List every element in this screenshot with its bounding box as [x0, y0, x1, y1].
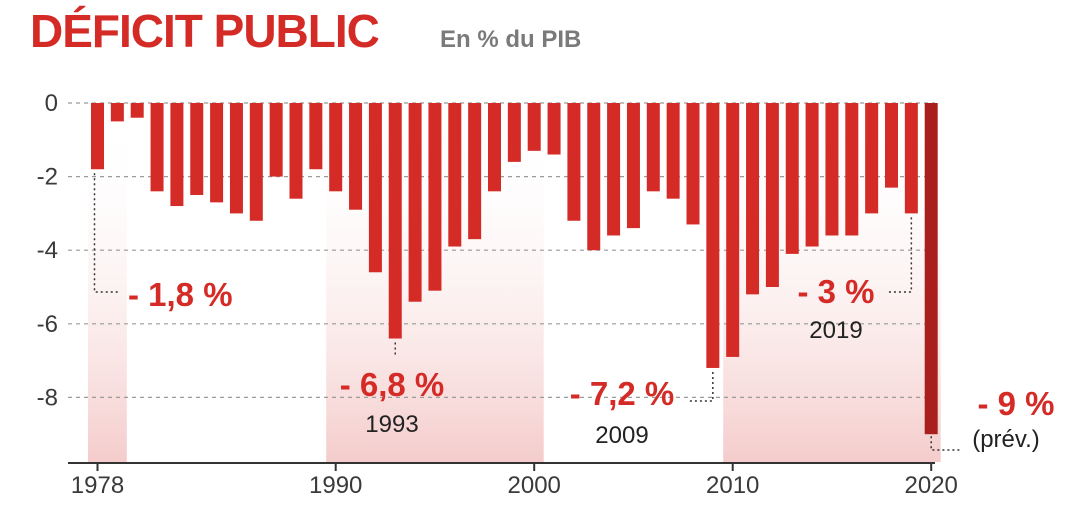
annotation-leader — [93, 173, 120, 293]
bar-2005 — [626, 103, 640, 229]
bar-2006 — [646, 103, 660, 192]
bar-2013 — [785, 103, 799, 254]
bar-2020 — [924, 103, 938, 435]
y-tick-label: -4 — [37, 237, 58, 264]
bar-1998 — [488, 103, 501, 192]
bar-2012 — [765, 103, 779, 287]
bar-1995 — [428, 103, 442, 291]
bar-1991 — [349, 103, 363, 210]
bar-2011 — [746, 103, 760, 295]
bar-2014 — [805, 103, 819, 247]
chart-title: DÉFICIT PUBLIC — [30, 5, 380, 57]
x-tick-label: 2010 — [706, 472, 759, 499]
bar-1983 — [190, 103, 204, 195]
bar-1996 — [448, 103, 462, 247]
y-tick-label: -2 — [37, 164, 58, 191]
annotation-value-1978: - 1,8 % — [128, 276, 233, 313]
y-tick-label: -8 — [37, 384, 58, 411]
bar-2017 — [865, 103, 879, 214]
bar-1980 — [130, 103, 144, 118]
bar-2001 — [547, 103, 561, 155]
bar-1994 — [408, 103, 422, 302]
bar-1982 — [170, 103, 184, 207]
bar-1993 — [388, 103, 402, 339]
bar-1979 — [110, 103, 124, 122]
bar-1985 — [229, 103, 243, 214]
bar-2004 — [607, 103, 621, 236]
bar-2000 — [527, 103, 541, 151]
bar-2009 — [706, 103, 720, 368]
bar-1989 — [309, 103, 323, 170]
bar-2002 — [567, 103, 581, 221]
annotation-year-1993: 1993 — [365, 411, 418, 438]
bar-2018 — [885, 103, 898, 188]
bar-2019 — [904, 103, 918, 214]
bar-1981 — [150, 103, 164, 192]
y-tick-label: 0 — [45, 90, 58, 117]
bar-1984 — [210, 103, 224, 203]
annotation-value-2020: - 9 % — [977, 385, 1054, 422]
bar-1988 — [289, 103, 303, 199]
annotation-leader — [688, 371, 714, 402]
bar-2007 — [666, 103, 680, 199]
bar-2008 — [686, 103, 700, 225]
bar-1986 — [249, 103, 263, 221]
bar-2015 — [825, 103, 839, 236]
annotation-year-2019: 2019 — [809, 317, 862, 344]
bar-1999 — [507, 103, 521, 162]
x-tick-label: 2020 — [905, 472, 958, 499]
y-tick-label: -6 — [37, 311, 58, 338]
bar-1997 — [468, 103, 482, 240]
annotation-value-2009: - 7,2 % — [570, 375, 675, 412]
bar-2010 — [726, 103, 740, 357]
bar-1987 — [269, 103, 283, 177]
chart-subtitle: En % du PIB — [440, 26, 582, 53]
bar-1978 — [91, 103, 104, 170]
x-tick-label: 1978 — [71, 472, 124, 499]
annotation-value-1993: - 6,8 % — [340, 366, 445, 403]
x-tick-label: 2000 — [508, 472, 561, 499]
x-tick-label: 1990 — [309, 472, 362, 499]
bar-1990 — [329, 103, 343, 192]
annotation-note-2020: (prév.) — [972, 426, 1040, 453]
bar-1992 — [368, 103, 382, 273]
annotation-year-2009: 2009 — [595, 422, 648, 449]
bar-2016 — [845, 103, 859, 236]
annotation-leader — [888, 217, 913, 293]
bar-2003 — [587, 103, 601, 251]
annotation-value-2019: - 3 % — [797, 273, 874, 310]
